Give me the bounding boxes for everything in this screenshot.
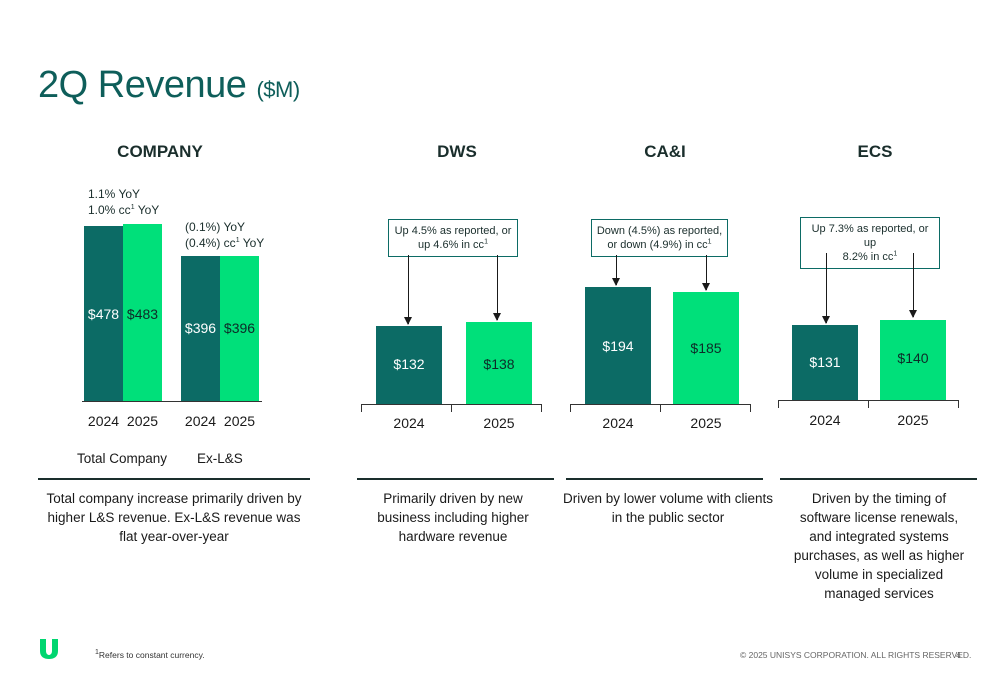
cai-rule [566, 478, 763, 480]
dws-value-label-2024: $132 [393, 356, 425, 372]
total-bar-2024 [84, 226, 123, 401]
ecs-value-label-2025: $140 [897, 350, 929, 366]
page-title: 2Q Revenue ($M) [38, 64, 300, 106]
cai-description: Driven by lower volume with clients in t… [562, 491, 774, 525]
total-x-label-2025: 2025 [126, 413, 159, 429]
dws-tick-left [361, 404, 362, 412]
cai-value-label-2025: $185 [690, 340, 722, 356]
unisys-logo-icon [40, 639, 58, 659]
company-rule [38, 478, 310, 480]
ecs-tick-right [958, 400, 959, 408]
dws-callout: Up 4.5% as reported, or up 4.6% in cc1 [388, 219, 518, 257]
dws-rule [357, 478, 554, 480]
exls-yoy-annotation: (0.1%) YoY (0.4%) cc1 YoY [185, 220, 265, 250]
cai-x-label-2025: 2025 [690, 415, 722, 431]
group-label-total: Total Company [77, 451, 168, 466]
section-title-ecs: ECS [857, 142, 893, 161]
total-value-label-2025: $483 [126, 306, 159, 322]
exls-bar-2025 [220, 256, 259, 401]
ecs-value-label-2024: $131 [809, 354, 841, 370]
total-yoy-annotation: 1.1% YoY 1.0% cc1 YoY [88, 187, 160, 217]
section-title-company: COMPANY [117, 142, 203, 161]
cai-tick-right [750, 404, 751, 412]
page-number: 4 [956, 650, 961, 660]
ecs-description: Driven by the timing of software license… [793, 491, 965, 601]
ecs-bar-2025 [880, 319, 946, 400]
total-value-label-2024: $478 [87, 306, 120, 322]
exls-x-label-2025: 2025 [223, 413, 256, 429]
total-x-label-2024: 2024 [87, 413, 120, 429]
ecs-bar-2024 [792, 325, 858, 400]
ecs-tick-mid [868, 400, 869, 408]
exls-bar-2024 [181, 256, 220, 401]
title-unit: ($M) [256, 77, 300, 102]
dws-bar-2024 [376, 326, 442, 404]
ecs-arrow-2024 [822, 253, 830, 324]
ecs-x-label-2024: 2024 [809, 412, 841, 428]
company-description: Total company increase primarily driven … [46, 491, 302, 544]
cai-arrow-2024 [612, 255, 620, 286]
dws-description: Primarily driven by new business includi… [377, 491, 529, 544]
group-label-exls: Ex-L&S [197, 451, 243, 466]
cai-tick-mid [660, 404, 661, 412]
copyright: © 2025 UNISYS CORPORATION. ALL RIGHTS RE… [740, 650, 972, 660]
cai-x-label-2024: 2024 [602, 415, 634, 431]
ecs-callout: Up 7.3% as reported, or up 8.2% in cc1 [800, 217, 940, 269]
exls-value-label-2025: $396 [223, 320, 256, 336]
cai-arrow-2025 [702, 255, 710, 291]
dws-tick-right [541, 404, 542, 412]
dws-x-label-2025: 2025 [483, 415, 515, 431]
cai-value-label-2024: $194 [602, 338, 634, 354]
ecs-x-label-2025: 2025 [897, 412, 929, 428]
cai-tick-left [570, 404, 571, 412]
dws-tick-mid [451, 404, 452, 412]
ecs-rule [780, 478, 977, 480]
dws-bar-2025 [466, 322, 532, 404]
dws-value-label-2025: $138 [483, 356, 515, 372]
footnote: 1Refers to constant currency. [95, 649, 205, 660]
company-axis [82, 401, 262, 402]
dws-arrow-2025 [493, 255, 501, 321]
section-title-cai: CA&I [644, 142, 686, 161]
total-bar-2025 [123, 224, 162, 401]
exls-x-label-2024: 2024 [184, 413, 217, 429]
dws-arrow-2024 [404, 255, 412, 325]
ecs-arrow-2025 [909, 253, 917, 318]
cai-bar-2024 [585, 287, 651, 404]
ecs-tick-left [778, 400, 779, 408]
section-title-dws: DWS [437, 142, 477, 161]
exls-value-label-2024: $396 [184, 320, 217, 336]
dws-x-label-2024: 2024 [393, 415, 425, 431]
cai-callout: Down (4.5%) as reported, or down (4.9%) … [591, 219, 728, 257]
cai-bar-2025 [673, 292, 739, 404]
